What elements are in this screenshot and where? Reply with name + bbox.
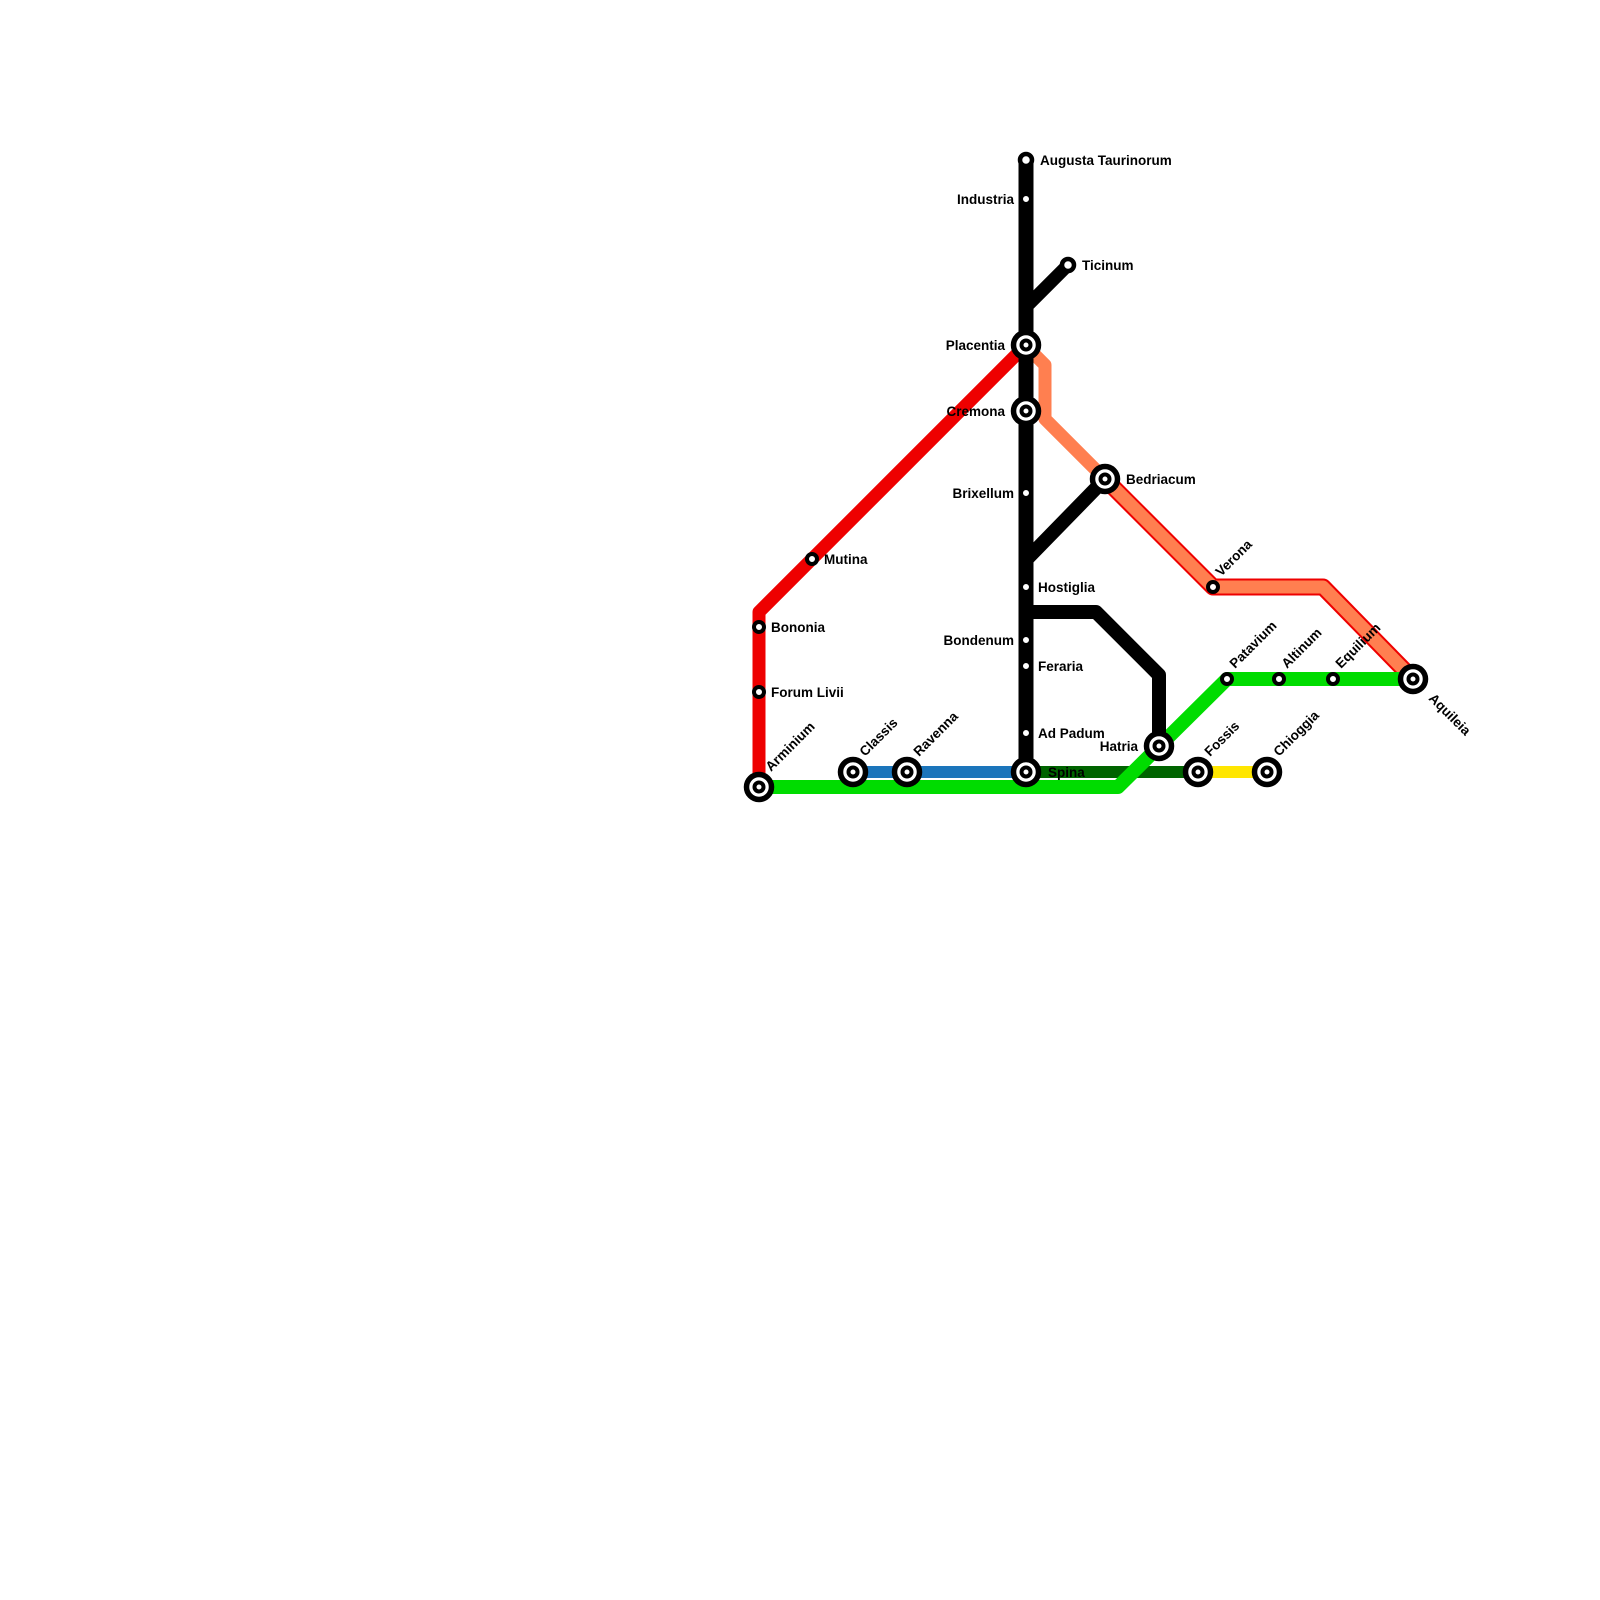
station-spina[interactable] xyxy=(1010,756,1042,788)
stop-marker xyxy=(752,620,766,634)
station-label-classis: Classis xyxy=(857,715,901,759)
station-arminium[interactable] xyxy=(743,771,775,803)
station-label-fossis: Fossis xyxy=(1202,718,1243,759)
station-patavium[interactable] xyxy=(1220,672,1234,686)
stop-marker xyxy=(1272,672,1286,686)
station-bononia[interactable] xyxy=(752,620,766,634)
station-label-arminium: Arminium xyxy=(763,719,818,774)
station-bondenum[interactable] xyxy=(1019,633,1033,647)
stop-marker xyxy=(1220,672,1234,686)
black-branch-hatria xyxy=(1019,605,1166,753)
interchange-marker-inner xyxy=(1406,672,1420,686)
station-classis[interactable] xyxy=(837,756,869,788)
station-label-aquileia: Aquileia xyxy=(1426,691,1474,739)
station-forum-livii[interactable] xyxy=(752,685,766,699)
station-industria[interactable] xyxy=(1019,192,1033,206)
interchange-marker-inner xyxy=(1152,739,1166,753)
station-feraria[interactable] xyxy=(1019,659,1033,673)
stop-marker xyxy=(1019,192,1033,206)
interchange-marker-inner xyxy=(900,765,914,779)
station-bedriacum[interactable] xyxy=(1089,463,1121,495)
green-line xyxy=(752,672,1420,794)
stop-marker xyxy=(752,685,766,699)
station-label-mutina: Mutina xyxy=(824,552,868,567)
station-label-industria: Industria xyxy=(957,192,1014,207)
route-lines-layer xyxy=(752,152,1422,794)
terminus-marker xyxy=(1017,151,1035,169)
station-placentia[interactable] xyxy=(1010,329,1042,361)
station-label-hostiglia: Hostiglia xyxy=(1038,580,1095,595)
station-label-chioggia: Chioggia xyxy=(1271,707,1323,759)
stop-marker xyxy=(1326,672,1340,686)
station-mutina[interactable] xyxy=(805,552,819,566)
station-label-forum-livii: Forum Livii xyxy=(771,685,844,700)
interchange-marker-inner xyxy=(846,765,860,779)
black-branch-ticinum xyxy=(1019,258,1075,314)
station-label-bondenum: Bondenum xyxy=(944,633,1015,648)
station-label-ad-padum: Ad Padum xyxy=(1038,726,1105,741)
station-cremona[interactable] xyxy=(1010,395,1042,427)
station-label-ravenna: Ravenna xyxy=(911,708,962,759)
station-ticinum[interactable] xyxy=(1059,256,1077,274)
station-equilium[interactable] xyxy=(1326,672,1340,686)
station-fossis[interactable] xyxy=(1182,756,1214,788)
station-label-brixellum: Brixellum xyxy=(952,486,1014,501)
station-augusta-taurinorum[interactable] xyxy=(1017,151,1035,169)
station-hostiglia[interactable] xyxy=(1019,580,1033,594)
station-label-cremona: Cremona xyxy=(946,404,1005,419)
stop-marker xyxy=(1019,726,1033,740)
terminus-marker xyxy=(1059,256,1077,274)
interchange-marker-inner xyxy=(1019,765,1033,779)
interchange-marker-inner xyxy=(1098,472,1112,486)
stop-marker xyxy=(805,552,819,566)
station-label-bedriacum: Bedriacum xyxy=(1126,472,1196,487)
interchange-marker-inner xyxy=(1019,338,1033,352)
orange-line xyxy=(1019,339,1420,686)
station-label-placentia: Placentia xyxy=(946,338,1006,353)
station-altinum[interactable] xyxy=(1272,672,1286,686)
stop-marker xyxy=(1019,659,1033,673)
station-brixellum[interactable] xyxy=(1019,486,1033,500)
station-label-verona: Verona xyxy=(1213,536,1256,579)
stop-marker xyxy=(1019,633,1033,647)
station-label-patavium: Patavium xyxy=(1227,618,1280,671)
station-chioggia[interactable] xyxy=(1251,756,1283,788)
station-label-augusta-taurinorum: Augusta Taurinorum xyxy=(1040,153,1172,168)
stop-marker xyxy=(1019,486,1033,500)
stop-marker xyxy=(1206,580,1220,594)
station-label-bononia: Bononia xyxy=(771,620,825,635)
station-hatria[interactable] xyxy=(1143,730,1175,762)
station-aquileia[interactable] xyxy=(1397,663,1429,695)
station-label-spina: Spina xyxy=(1048,765,1085,780)
station-ad-padum[interactable] xyxy=(1019,726,1033,740)
red-line xyxy=(752,338,1033,794)
station-label-hatria: Hatria xyxy=(1100,739,1139,754)
stop-marker xyxy=(1019,580,1033,594)
station-label-altinum: Altinum xyxy=(1279,625,1325,671)
station-verona[interactable] xyxy=(1206,580,1220,594)
station-ravenna[interactable] xyxy=(891,756,923,788)
interchange-marker-inner xyxy=(1019,404,1033,418)
station-label-feraria: Feraria xyxy=(1038,659,1084,674)
stations-layer xyxy=(743,151,1429,803)
black-branch-bedriacum xyxy=(1019,472,1112,567)
interchange-marker-inner xyxy=(1191,765,1205,779)
interchange-marker-inner xyxy=(1260,765,1274,779)
station-label-ticinum: Ticinum xyxy=(1082,258,1134,273)
interchange-marker-inner xyxy=(752,780,766,794)
